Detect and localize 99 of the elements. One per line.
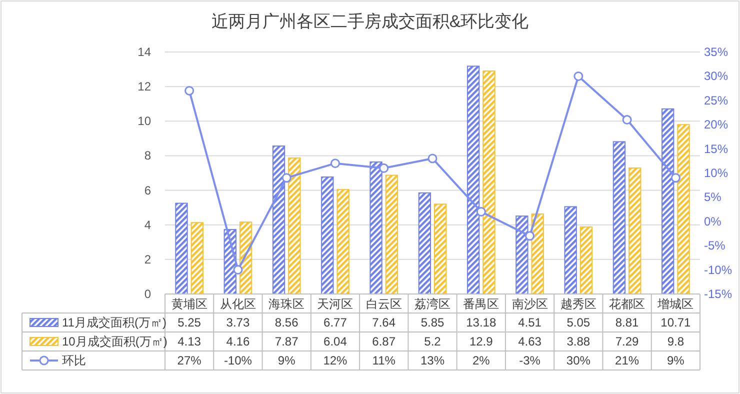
bar <box>434 204 447 294</box>
point <box>574 71 584 81</box>
data-label: 9.8 <box>667 334 684 348</box>
data-label: 7.64 <box>372 316 396 330</box>
y2-tick-label: 30% <box>704 69 728 84</box>
data-label: 6.77 <box>324 316 348 330</box>
data-label: 9% <box>667 354 685 368</box>
point <box>282 173 292 183</box>
y-tick-label: 8 <box>144 148 152 163</box>
data-label: 6.87 <box>372 334 396 348</box>
point <box>525 231 535 241</box>
y-tick-label: 4 <box>144 218 152 232</box>
data-label: 4.16 <box>226 334 250 348</box>
point <box>476 206 486 216</box>
data-label: 5.25 <box>178 316 202 330</box>
y2-tick-label: 20% <box>704 118 728 132</box>
point <box>622 115 632 125</box>
y2-tick-label: -5% <box>704 238 726 253</box>
y2-tick-label: 0% <box>704 214 722 228</box>
legend-label: 10月成交面积(万㎡) <box>62 334 168 348</box>
legend-label: 11月成交面积(万㎡) <box>62 316 166 330</box>
data-label: 27% <box>177 354 202 368</box>
y2-tick-label: 25% <box>704 93 728 108</box>
data-label: 7.29 <box>615 334 640 348</box>
x-tick-label: 天河区 <box>317 297 354 311</box>
bar <box>516 216 528 294</box>
data-label: 5.05 <box>566 316 590 330</box>
data-label: 13% <box>420 354 445 368</box>
x-tick-label: 黄埔区 <box>171 297 208 311</box>
data-label: 8.56 <box>274 316 299 330</box>
x-tick-label: 番禺区 <box>463 297 500 311</box>
y-tick-label: 14 <box>138 45 152 59</box>
y2-tick-label: 35% <box>704 45 728 59</box>
data-label: -3% <box>519 354 541 368</box>
data-label: -10% <box>224 354 252 368</box>
x-tick-label: 南沙区 <box>512 297 548 311</box>
y2-tick-label: 5% <box>704 190 722 204</box>
data-label: 30% <box>566 354 591 368</box>
y-tick-label: 0 <box>144 287 152 301</box>
data-label: 5.85 <box>420 316 444 330</box>
bar <box>580 226 593 294</box>
bar <box>482 70 496 294</box>
data-label: 4.13 <box>178 334 202 348</box>
bar <box>370 161 382 294</box>
x-tick-label: 越秀区 <box>560 297 596 311</box>
y2-tick-label: -10% <box>704 262 732 277</box>
bar <box>466 66 480 294</box>
point <box>233 265 243 275</box>
x-tick-label: 花都区 <box>609 297 646 311</box>
x-tick-label: 白云区 <box>366 297 402 311</box>
data-label: 5.2 <box>424 334 442 348</box>
data-label: 10.71 <box>660 316 692 330</box>
y2-tick-label: 15% <box>704 142 728 156</box>
point <box>670 173 680 183</box>
data-label: 4.63 <box>518 334 542 348</box>
legend-label: 环比 <box>62 354 86 368</box>
data-label: 3.88 <box>566 334 590 348</box>
bar <box>175 202 188 294</box>
y-tick-label: 2 <box>144 252 152 266</box>
bar <box>564 206 577 294</box>
bar <box>662 108 674 294</box>
data-label: 12.9 <box>469 334 494 348</box>
y-tick-label: 6 <box>144 183 152 198</box>
y2-tick-label: -15% <box>704 287 732 301</box>
x-tick-label: 增城区 <box>656 297 694 311</box>
data-label: 4.51 <box>518 316 542 330</box>
data-label: 8.81 <box>615 316 640 330</box>
data-label: 12% <box>323 354 348 368</box>
bar <box>321 176 334 294</box>
bar <box>385 174 398 294</box>
data-label: 13.18 <box>466 316 496 330</box>
data-label: 9% <box>278 354 296 368</box>
bar <box>531 213 544 294</box>
data-label: 11% <box>372 354 396 368</box>
data-label: 7.87 <box>274 334 299 348</box>
bar <box>628 167 642 294</box>
bar <box>190 222 204 294</box>
data-label: 2% <box>472 354 490 368</box>
data-label: 21% <box>615 354 640 368</box>
chart-title: 近两月广州各区二手房成交面积&环比变化 <box>211 12 529 31</box>
bar <box>288 157 301 294</box>
y2-tick-label: 10% <box>704 166 728 180</box>
bar <box>336 189 350 294</box>
data-label: 3.73 <box>226 316 250 330</box>
data-label: 6.04 <box>324 334 348 348</box>
bar <box>612 141 626 294</box>
point <box>428 154 438 164</box>
bar <box>677 124 690 294</box>
x-tick-label: 从化区 <box>220 297 256 311</box>
x-tick-label: 海珠区 <box>268 297 305 311</box>
point <box>330 158 340 168</box>
bar <box>272 146 286 294</box>
bar <box>239 222 252 294</box>
x-tick-label: 荔湾区 <box>414 297 450 311</box>
bar <box>418 192 431 294</box>
point <box>379 163 389 173</box>
y-tick-label: 10 <box>138 114 152 128</box>
y-tick-label: 12 <box>138 80 152 94</box>
point <box>184 86 194 96</box>
